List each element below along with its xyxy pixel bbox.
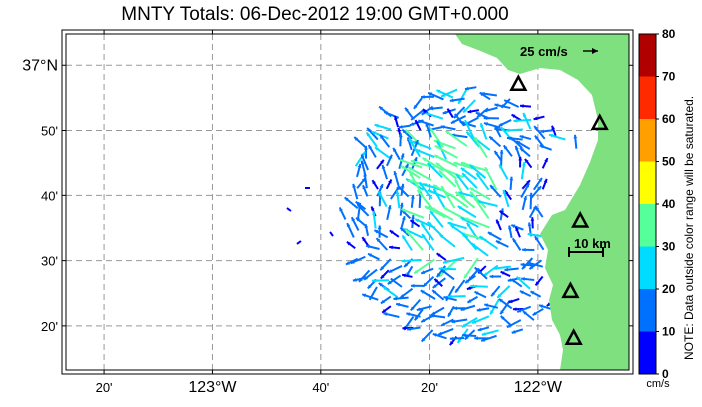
- colorbar-segment: [639, 204, 656, 247]
- lat-tick-label: 50': [41, 124, 58, 139]
- colorbar-segment: [639, 34, 656, 77]
- colorbar-segment: [639, 161, 656, 204]
- current-vector: [422, 157, 444, 172]
- lon-tick-label: 20': [96, 380, 113, 395]
- colorbar-tick-label: 60: [662, 112, 676, 126]
- current-vector: [399, 158, 423, 169]
- current-vector: [416, 189, 434, 211]
- current-vector: [473, 136, 488, 159]
- colorbar-segment: [639, 119, 656, 162]
- current-vector: [464, 119, 476, 141]
- speed-colorbar: 0 10 20 30 40 50 60 70 80 cm/s NOTE: Data outside …: [638, 27, 696, 390]
- radar-station-marker: [509, 74, 528, 92]
- scale-vector-label: 25 cm/s: [520, 44, 568, 59]
- current-vector: [461, 232, 478, 251]
- colorbar-segment: [639, 331, 656, 374]
- current-vector: [430, 206, 454, 221]
- colorbar-tick-label: 70: [662, 70, 676, 84]
- radar-station-marker: [571, 210, 590, 228]
- radar-station-marker: [561, 281, 580, 299]
- colorbar-note: NOTE: Data outside color range will be s…: [682, 96, 696, 360]
- current-vector: [404, 229, 424, 251]
- colorbar-tick-label: 20: [662, 282, 676, 296]
- radar-stations: [509, 74, 609, 345]
- current-vectors: [286, 86, 578, 346]
- colorbar-tick-label: 10: [662, 325, 676, 339]
- scale-bar-label: 10 km: [574, 236, 611, 251]
- current-vector: [445, 130, 468, 147]
- current-vector: [424, 205, 446, 219]
- colorbar-unit: cm/s: [646, 378, 670, 390]
- current-vector: [432, 188, 446, 209]
- current-vector: [440, 185, 456, 209]
- current-vector: [408, 137, 421, 158]
- current-vector: [400, 164, 421, 179]
- current-vector: [463, 257, 479, 279]
- lon-tick-label: 122°W: [514, 379, 563, 396]
- radar-station-marker: [590, 113, 609, 131]
- map-plot-area: [61, 29, 634, 375]
- colorbar-segment: [639, 76, 656, 119]
- current-vector: [433, 154, 458, 168]
- coastline-land: [455, 34, 629, 370]
- graticule: [62, 30, 633, 374]
- colorbar-tick-label: 50: [662, 155, 676, 169]
- current-vector: [296, 240, 302, 245]
- current-vector: [476, 200, 498, 207]
- lat-tick-label: 30': [41, 254, 58, 269]
- current-vector: [470, 242, 489, 257]
- distance-scale-bar: 10 km: [568, 236, 611, 257]
- colorbar-tick-label: 40: [662, 197, 676, 211]
- current-vector: [438, 169, 457, 188]
- lon-tick-label: 40': [312, 380, 329, 395]
- colorbar-segment: [639, 289, 656, 332]
- current-vector: [442, 256, 465, 264]
- current-vector: [434, 144, 458, 159]
- scale-vector-legend: 25 cm/s: [520, 44, 598, 59]
- colorbar-tick-label: 80: [662, 27, 676, 41]
- current-vector: [401, 208, 425, 219]
- current-vector: [457, 205, 477, 219]
- lon-tick-label: 123°W: [188, 379, 237, 396]
- current-vector: [329, 231, 334, 237]
- lon-tick-label: 20': [421, 380, 438, 395]
- current-vector: [449, 193, 469, 209]
- current-vector: [472, 196, 490, 220]
- current-vector: [469, 190, 487, 209]
- current-vector: [460, 161, 486, 172]
- colorbar-tick-label: 30: [662, 240, 676, 254]
- axis-labels: 20' 123°W 40' 20' 122°W 37°N 50' 40' 30' 20': [22, 57, 563, 396]
- lat-tick-label: 37°N: [22, 57, 58, 74]
- current-vector: [484, 166, 498, 191]
- current-vector: [464, 217, 490, 229]
- current-vector: [469, 186, 491, 201]
- colorbar-segment: [639, 246, 656, 289]
- current-vector: [407, 166, 432, 181]
- current-vector: [413, 258, 435, 275]
- current-vector: [478, 235, 499, 250]
- current-vector: [286, 207, 292, 212]
- radar-station-marker: [564, 328, 583, 345]
- colorbar-tick-label: 0: [662, 367, 669, 381]
- current-vector: [454, 191, 476, 209]
- map-title: MNTY Totals: 06-Dec-2012 19:00 GMT+0.000: [121, 4, 509, 25]
- lat-tick-label: 40': [41, 188, 58, 203]
- current-vector: [454, 178, 467, 201]
- lat-tick-label: 20': [41, 319, 58, 334]
